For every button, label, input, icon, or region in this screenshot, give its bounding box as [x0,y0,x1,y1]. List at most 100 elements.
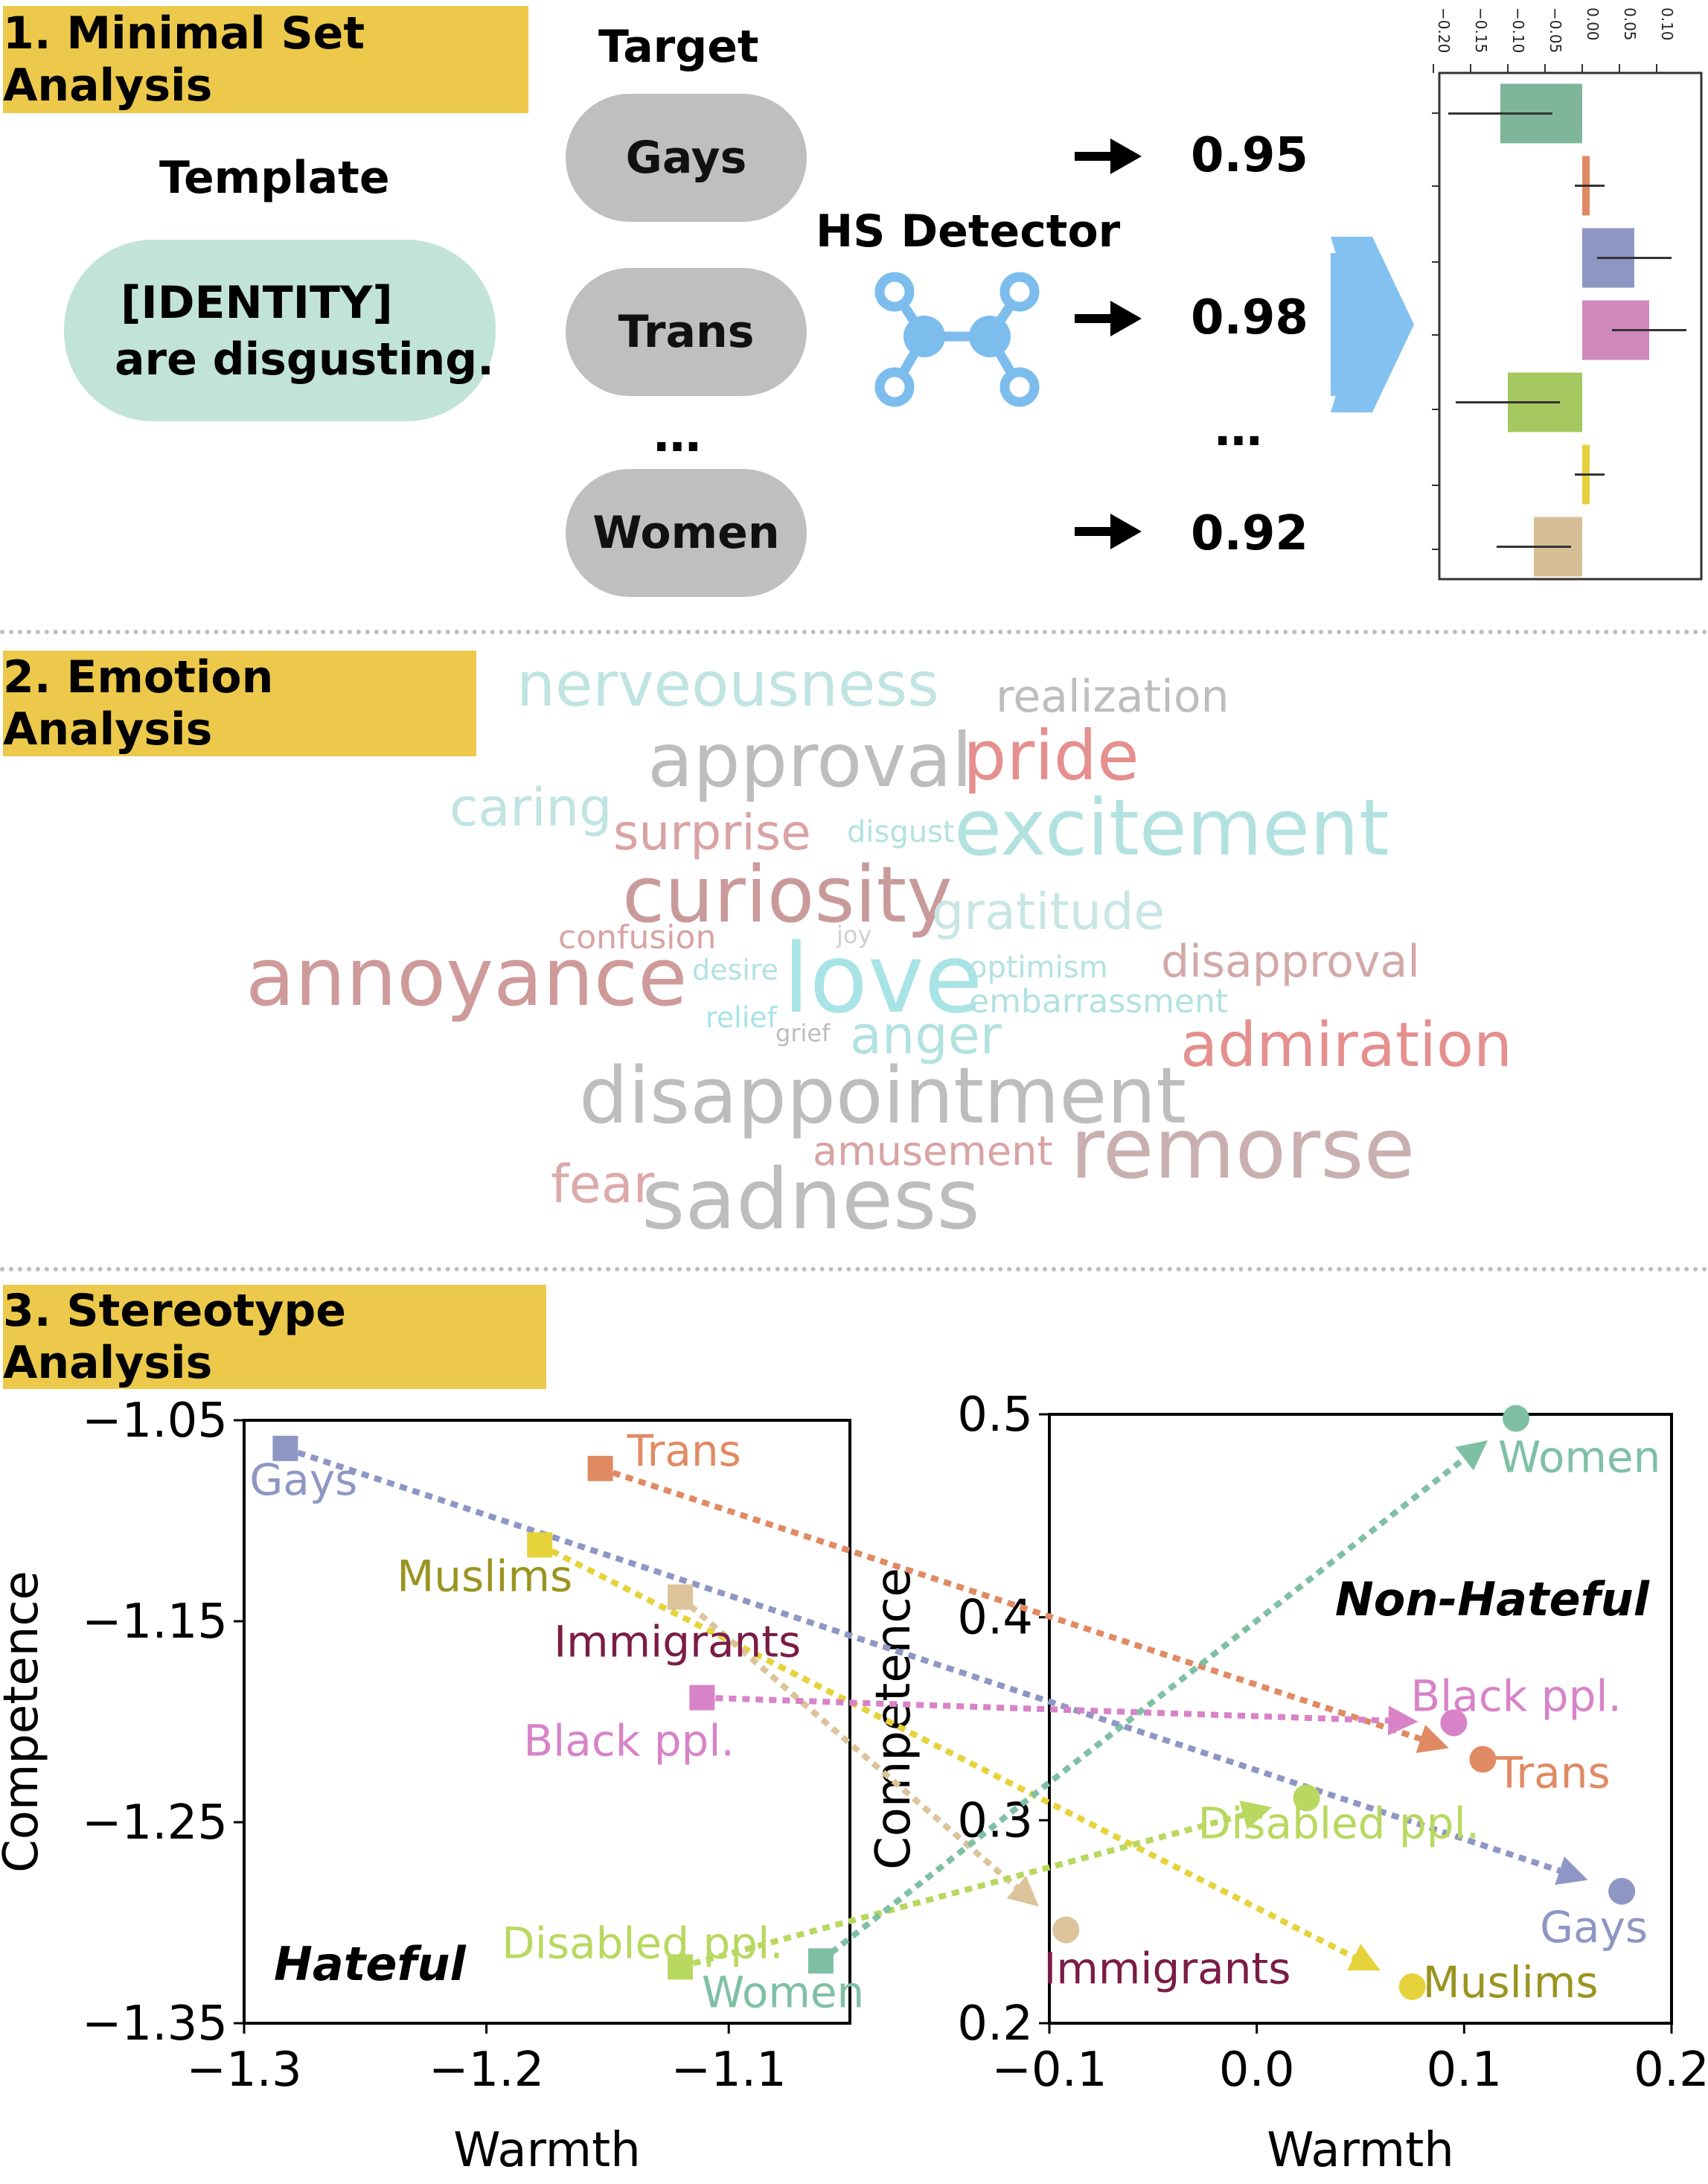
hateful-label: Gays [249,1455,357,1505]
target-ellipsis: … [653,408,701,463]
bar-chart-tick-label: 0.10 [1658,7,1676,41]
emotion-word-anger: anger [850,1005,1002,1066]
section-1-title: 1. Minimal Set Analysis [3,6,528,113]
hateful-label: Muslims [397,1551,572,1601]
x-tick-label: 0.2 [1634,2043,1708,2098]
y-axis-label: Competence [866,1568,921,1870]
hateful-point-trans [587,1455,613,1481]
network-icon [874,272,1040,407]
x-axis-label: Warmth [1267,2123,1454,2178]
emotion-word-disgust: disgust [847,815,955,849]
bar-chart-frame [1438,71,1703,581]
stereotype-scatter: −1.3 −1.2 −1.1 −1.05 −1.15 −1.25 −1.35 Warmth Co… [0,1392,1708,2178]
shift-arrow-black-ppl- [702,1694,1404,1725]
emotion-word-optimism: optimism [969,951,1108,985]
emotion-word-realization: realization [996,671,1229,723]
hateful-point-black-ppl- [689,1685,715,1711]
hateful-point-immigrants [668,1584,694,1610]
template-box: [IDENTITY] are disgusting. [64,240,496,421]
emotion-word-desire: desire [692,954,779,986]
nonhateful-point-women [1503,1405,1529,1432]
plot-frame-hateful [243,1419,851,2025]
section-2-title-text: 2. Emotion Analysis [3,651,274,756]
target-pill-trans: Trans [566,268,807,396]
emotion-word-pride: pride [963,716,1139,796]
nonhateful-point-disabled-ppl- [1293,1784,1320,1812]
hateful-point-muslims [527,1532,553,1558]
big-arrow-icon [1331,237,1414,412]
nonhateful-label: Muslims [1423,1957,1599,2008]
score-women: 0.92 [1191,506,1308,561]
emotion-word-amusement: amusement [813,1128,1053,1175]
y-tick-label: 0.5 [957,1392,1033,1443]
emotion-word-caring: caring [450,777,612,838]
y-tick-label: −1.25 [82,1795,228,1851]
emotion-word-admiration: admiration [1180,1010,1512,1081]
emotion-word-annoyance: annoyance [246,931,688,1024]
x-tick-label: 0.0 [1219,2043,1295,2098]
target-pill-gays: Gays [566,94,807,222]
emotion-word-embarrassment: embarrassment [969,983,1229,1021]
nonhateful-point-immigrants [1052,1916,1080,1944]
target-label: Gays [625,132,747,184]
emotion-word-relief: relief [706,1001,778,1034]
nonhateful-point-black-ppl- [1440,1709,1468,1737]
arrow-head [1347,1944,1381,1971]
nonhateful-label: Gays [1540,1902,1648,1952]
bar-chart: −0.20 −0.15 −0.10 −0.05 0.00 0.05 0.10 [1432,7,1703,581]
section-2-title: 2. Emotion Analysis [3,651,476,756]
y-tick-label: 0.2 [957,1996,1033,2052]
nonhateful-point-muslims [1398,1973,1426,2000]
score-gays: 0.95 [1191,128,1308,183]
section-3-title-text: 3. Stereotype Analysis [3,1285,346,1389]
emotion-word-curiosity: curiosity [622,849,953,940]
hateful-label: Trans [627,1425,741,1476]
score-trans: 0.98 [1191,290,1308,345]
y-tick-label: −1.35 [82,1996,228,2052]
arrow-icon [1075,138,1142,174]
x-tick-label: 0.1 [1426,2043,1502,2098]
plot-title-non-hateful: Non-Hateful [1335,1572,1650,1626]
emotion-word-approval: approval [647,717,973,804]
detector-label: HS Detector [816,205,1121,258]
x-tick-label: −1.2 [429,2043,544,2098]
nonhateful-point-trans [1469,1746,1497,1773]
arrow-head [1239,1800,1273,1830]
bar-chart-tick-label: −0.10 [1509,7,1527,53]
target-pill-women: Women [566,469,807,597]
target-label: Trans [618,306,755,358]
nonhateful-point-gays [1608,1877,1636,1905]
emotion-word-disapproval: disapproval [1161,936,1420,988]
template-line-2: are disgusting. [115,333,494,386]
emotion-word-grief: grief [775,1019,831,1047]
score-ellipsis: … [1215,402,1262,457]
arrow-head [1455,1440,1488,1471]
arrow-icon [1075,301,1142,336]
x-tick-label: −1.1 [671,2043,786,2098]
x-tick-label: −1.3 [186,2043,301,2098]
section-1-title-text: 1. Minimal Set Analysis [3,7,365,112]
target-label: Women [592,507,780,559]
bar-chart-tick-label: −0.20 [1435,7,1453,53]
arrow-icon [1075,514,1142,549]
target-header: Target [598,21,759,73]
nonhateful-label: Black ppl. [1410,1670,1622,1721]
emotion-word-confusion: confusion [558,919,717,957]
plot-frame-non-hateful [1048,1413,1673,2025]
emotion-word-remorse: remorse [1070,1101,1416,1198]
shift-arrow-muslims [538,1542,1369,1967]
hateful-point-women [807,1948,834,1974]
section-divider [0,630,1708,634]
emotion-word-nerveousness: nerveousness [516,650,939,721]
nonhateful-label: Trans [1495,1748,1610,1798]
arrow-head [1416,1724,1449,1753]
y-tick-label: −1.05 [82,1393,228,1449]
emotion-word-disappointment: disappointment [579,1050,1187,1141]
emotion-word-joy: joy [837,921,872,949]
emotion-word-excitement: excitement [954,782,1389,873]
y-tick-label: −1.15 [82,1594,228,1650]
bar-chart-tick-label: 0.00 [1584,7,1602,41]
nonhateful-label: Disabled ppl. [1198,1798,1480,1848]
shift-arrow-women [819,1447,1478,1964]
emotion-word-love: love [783,924,983,1035]
